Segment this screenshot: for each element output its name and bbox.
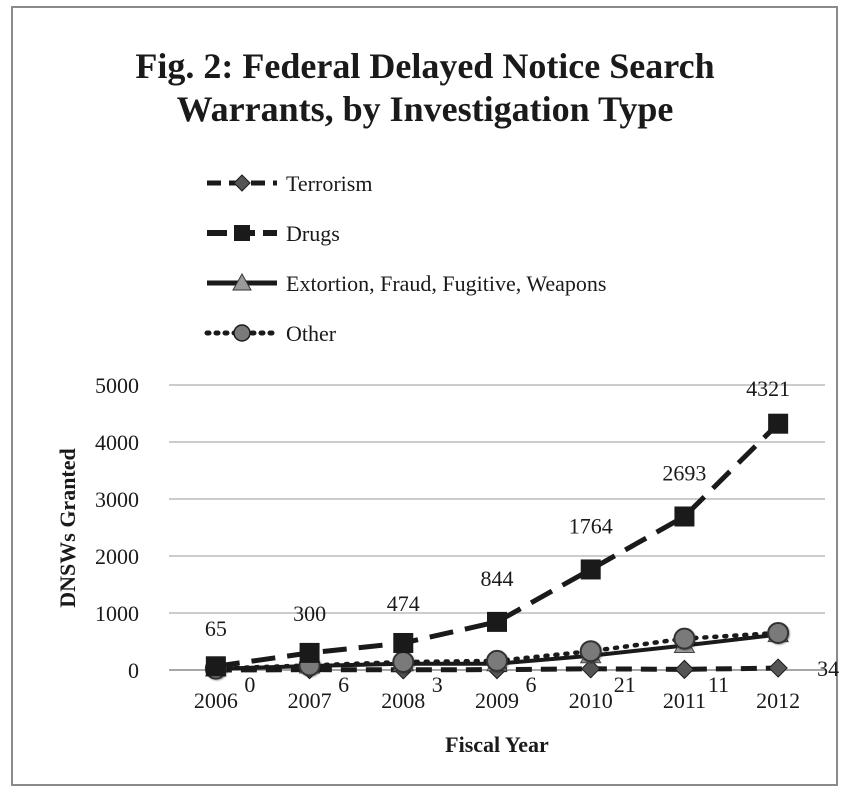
legend-label-extortion: Extortion, Fraud, Fugitive, Weapons	[286, 271, 606, 296]
legend-label-drugs: Drugs	[286, 221, 340, 246]
marker-drugs-point	[768, 413, 789, 434]
series-markers	[204, 413, 790, 680]
data-label-drugs: 844	[481, 566, 514, 591]
legend-item-terrorism: Terrorism	[207, 171, 372, 196]
data-label-terrorism: 11	[708, 672, 729, 697]
marker-terrorism-point	[674, 659, 695, 680]
y-tick-label: 1000	[95, 601, 139, 626]
x-tick-label: 2011	[663, 688, 706, 713]
x-tick-label: 2009	[475, 688, 519, 713]
marker-other-point	[392, 651, 415, 674]
data-label-terrorism: 21	[614, 672, 636, 697]
chart-title-line-1: Fig. 2: Federal Delayed Notice Search	[135, 46, 714, 86]
chart-frame	[11, 6, 838, 786]
y-tick-label: 2000	[95, 544, 139, 569]
marker-drugs-point	[205, 656, 226, 677]
marker-drugs-point	[487, 611, 507, 632]
legend-marker-circle	[233, 324, 251, 342]
marker-other-point	[579, 640, 602, 663]
legend-item-extortion: Extortion, Fraud, Fugitive, Weapons	[207, 271, 606, 296]
legend-marker-triangle	[232, 272, 252, 291]
marker-drugs-point	[393, 632, 414, 653]
chart-title-line-2: Warrants, by Investigation Type	[177, 89, 674, 129]
legend-marker-diamond	[233, 174, 251, 192]
y-axis-ticks: 0 1000 2000 3000 4000 5000	[95, 373, 139, 683]
marker-terrorism-point	[581, 659, 601, 679]
data-label-terrorism: 3	[432, 672, 443, 697]
legend-item-other: Other	[204, 321, 337, 346]
marker-terrorism-point	[768, 658, 788, 678]
marker-drugs-point	[299, 642, 320, 663]
marker-other-point	[767, 621, 790, 644]
marker-drugs-point	[674, 506, 695, 527]
legend-label-terrorism: Terrorism	[286, 171, 372, 196]
data-label-drugs: 4321	[746, 376, 790, 401]
y-axis-title: DNSWs Granted	[55, 448, 80, 608]
x-tick-label: 2012	[756, 688, 800, 713]
marker-other-point	[486, 649, 508, 672]
x-tick-label: 2010	[569, 688, 613, 713]
x-tick-label: 2006	[194, 688, 238, 713]
y-tick-label: 3000	[95, 487, 139, 512]
legend-item-drugs: Drugs	[207, 221, 340, 246]
x-tick-label: 2008	[381, 688, 425, 713]
y-tick-label: 4000	[95, 430, 139, 455]
legend: Terrorism Drugs Extortion, Fraud, Fugiti…	[204, 171, 606, 346]
marker-other-point	[673, 627, 696, 650]
x-tick-label: 2007	[288, 688, 332, 713]
data-label-drugs: 2693	[662, 460, 706, 485]
y-tick-label: 5000	[95, 373, 139, 398]
legend-marker-square	[234, 225, 250, 241]
data-labels: 65 300 474 844 1764 2693 4321 0 6 3 6 21 11 34	[205, 376, 839, 697]
x-axis-title: Fiscal Year	[445, 732, 549, 757]
data-label-terrorism: 6	[338, 672, 349, 697]
data-label-drugs: 1764	[569, 513, 613, 538]
data-label-drugs: 300	[293, 601, 326, 626]
data-label-terrorism: 34	[817, 656, 839, 681]
data-label-terrorism: 0	[244, 672, 255, 697]
marker-drugs-point	[580, 559, 601, 580]
data-label-drugs: 474	[387, 591, 420, 616]
y-tick-label: 0	[128, 658, 139, 683]
data-label-drugs: 65	[205, 616, 227, 641]
data-label-terrorism: 6	[526, 672, 537, 697]
legend-label-other: Other	[286, 321, 337, 346]
x-axis-ticks: 2006 2007 2008 2009 2010 2011 2012	[194, 688, 800, 713]
